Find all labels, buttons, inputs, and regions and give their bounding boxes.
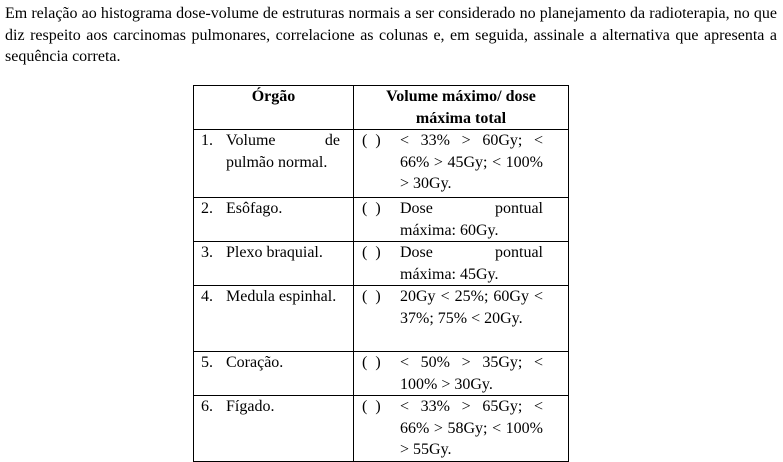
value-cell: ( ) < 33% > 60Gy; < 66% > 45Gy; < 100% >… bbox=[353, 129, 569, 198]
value-cell: ( ) Dose pontual máxima: 45Gy. bbox=[353, 241, 569, 286]
organ-name: Plexo braquial. bbox=[226, 244, 323, 261]
organ-name: Coração. bbox=[226, 354, 284, 371]
organ-cell: 1. Volume de pulmão normal. bbox=[193, 129, 354, 198]
organ-cell: 4. Medula espinhal. bbox=[193, 285, 354, 352]
answer-blank[interactable]: ( ) bbox=[362, 288, 381, 305]
organ-name: Volume de pulmão normal. bbox=[226, 132, 340, 171]
dose-limit-text: 20Gy < 25%; 60Gy < 37%; 75% < 20Gy. bbox=[400, 288, 543, 327]
dose-limit-text: < 50% > 35Gy; < 100% > 30Gy. bbox=[400, 354, 543, 393]
row-number: 3. bbox=[201, 244, 213, 261]
organ-name: Esôfago. bbox=[226, 200, 283, 217]
table-row: 5. Coração. ( ) < 50% > 35Gy; < 100% > 3… bbox=[193, 351, 569, 396]
row-number: 5. bbox=[201, 354, 213, 371]
row-number: 1. bbox=[201, 132, 213, 149]
table-row: 4. Medula espinhal. ( ) 20Gy < 25%; 60Gy… bbox=[193, 285, 569, 352]
dose-limit-text: Dose pontual máxima: 60Gy. bbox=[400, 200, 543, 239]
table-row: 1. Volume de pulmão normal. ( ) < 33% > … bbox=[193, 129, 569, 198]
table-row: 3. Plexo braquial. ( ) Dose pontual máxi… bbox=[193, 241, 569, 286]
row-number: 2. bbox=[201, 200, 213, 217]
answer-blank[interactable]: ( ) bbox=[362, 200, 381, 217]
organ-name: Medula espinhal. bbox=[226, 288, 337, 305]
value-cell: ( ) < 33% > 65Gy; < 66% > 58Gy; < 100% >… bbox=[353, 395, 569, 462]
table-row: 6. Fígado. ( ) < 33% > 65Gy; < 66% > 58G… bbox=[193, 395, 569, 462]
organ-cell: 6. Fígado. bbox=[193, 395, 354, 462]
question-text: Em relação ao histograma dose-volume de … bbox=[5, 5, 777, 65]
value-cell: ( ) < 50% > 35Gy; < 100% > 30Gy. bbox=[353, 351, 569, 396]
value-cell: ( ) 20Gy < 25%; 60Gy < 37%; 75% < 20Gy. bbox=[353, 285, 569, 352]
table-row: 2. Esôfago. ( ) Dose pontual máxima: 60G… bbox=[193, 197, 569, 242]
matching-table: Órgão Volume máximo/ dose máxima total 1… bbox=[193, 85, 569, 462]
dose-limit-text: < 33% > 65Gy; < 66% > 58Gy; < 100% > 55G… bbox=[400, 398, 543, 458]
header-volume-dose: Volume máximo/ dose máxima total bbox=[353, 85, 569, 130]
organ-cell: 5. Coração. bbox=[193, 351, 354, 396]
organ-cell: 3. Plexo braquial. bbox=[193, 241, 354, 286]
organ-name: Fígado. bbox=[226, 398, 275, 415]
value-cell: ( ) Dose pontual máxima: 60Gy. bbox=[353, 197, 569, 242]
row-number: 6. bbox=[201, 398, 213, 415]
dose-limit-text: < 33% > 60Gy; < 66% > 45Gy; < 100% > 30G… bbox=[400, 132, 543, 192]
answer-blank[interactable]: ( ) bbox=[362, 132, 381, 149]
table-header-row: Órgão Volume máximo/ dose máxima total bbox=[193, 85, 569, 130]
organ-cell: 2. Esôfago. bbox=[193, 197, 354, 242]
answer-blank[interactable]: ( ) bbox=[362, 398, 381, 415]
dose-limit-text: Dose pontual máxima: 45Gy. bbox=[400, 244, 543, 283]
answer-blank[interactable]: ( ) bbox=[362, 354, 381, 371]
header-organ: Órgão bbox=[193, 85, 354, 130]
row-number: 4. bbox=[201, 288, 213, 305]
answer-blank[interactable]: ( ) bbox=[362, 244, 381, 261]
